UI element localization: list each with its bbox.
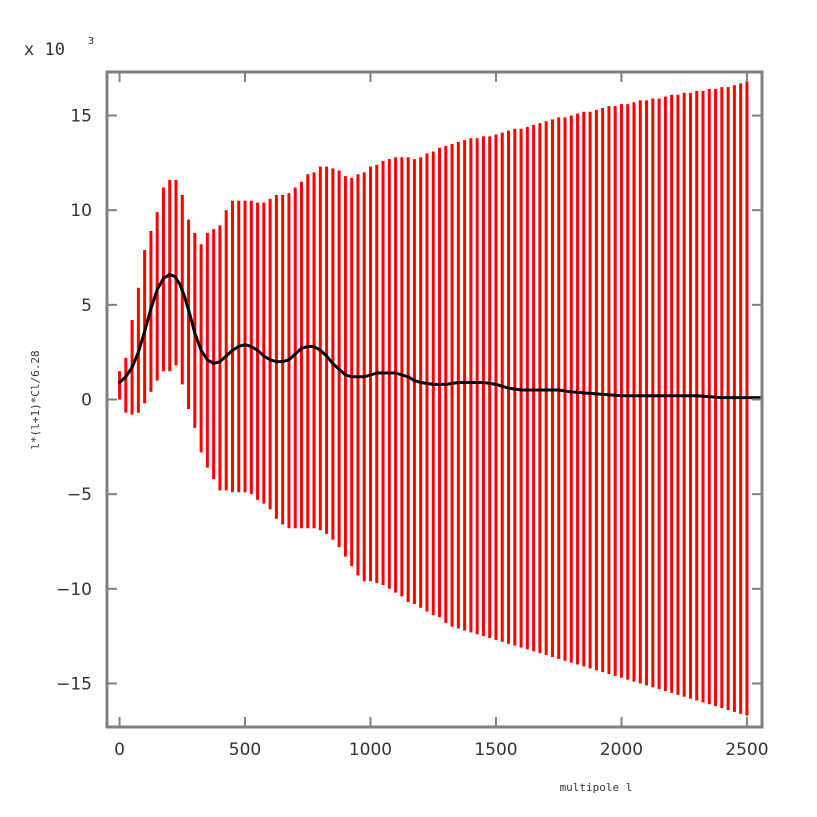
x-axis: 0 500 1000 1500 2000 2500 <box>114 72 769 760</box>
x-tick-label: 500 <box>229 740 261 760</box>
x-tick-label: 1500 <box>474 740 517 760</box>
x-tick-label: 1000 <box>349 740 392 760</box>
y-tick-label: 15 <box>70 107 92 127</box>
spectrum-line <box>118 273 764 400</box>
error-bars <box>118 81 749 716</box>
x-tick-label: 2500 <box>725 740 768 760</box>
x-axis-title: multipole l <box>560 781 633 794</box>
y-tick-label: 10 <box>70 201 92 221</box>
x-tick-label: 0 <box>114 740 125 760</box>
y-tick-label: −15 <box>56 674 92 694</box>
y-tick-label: 0 <box>81 391 92 411</box>
spectrum-curve-group <box>118 273 764 400</box>
y-axis-title: l*(l+1)*Cl/6.28 <box>29 350 42 449</box>
y-axis: 15 10 5 0 −5 −10 −15 <box>56 107 762 694</box>
y-scale-exponent: 3 <box>88 36 94 47</box>
y-scale-label: x 10 <box>24 40 65 60</box>
y-tick-label: −5 <box>67 485 92 505</box>
y-tick-label: −10 <box>56 580 92 600</box>
y-tick-label: 5 <box>81 296 92 316</box>
x-tick-label: 2000 <box>600 740 643 760</box>
